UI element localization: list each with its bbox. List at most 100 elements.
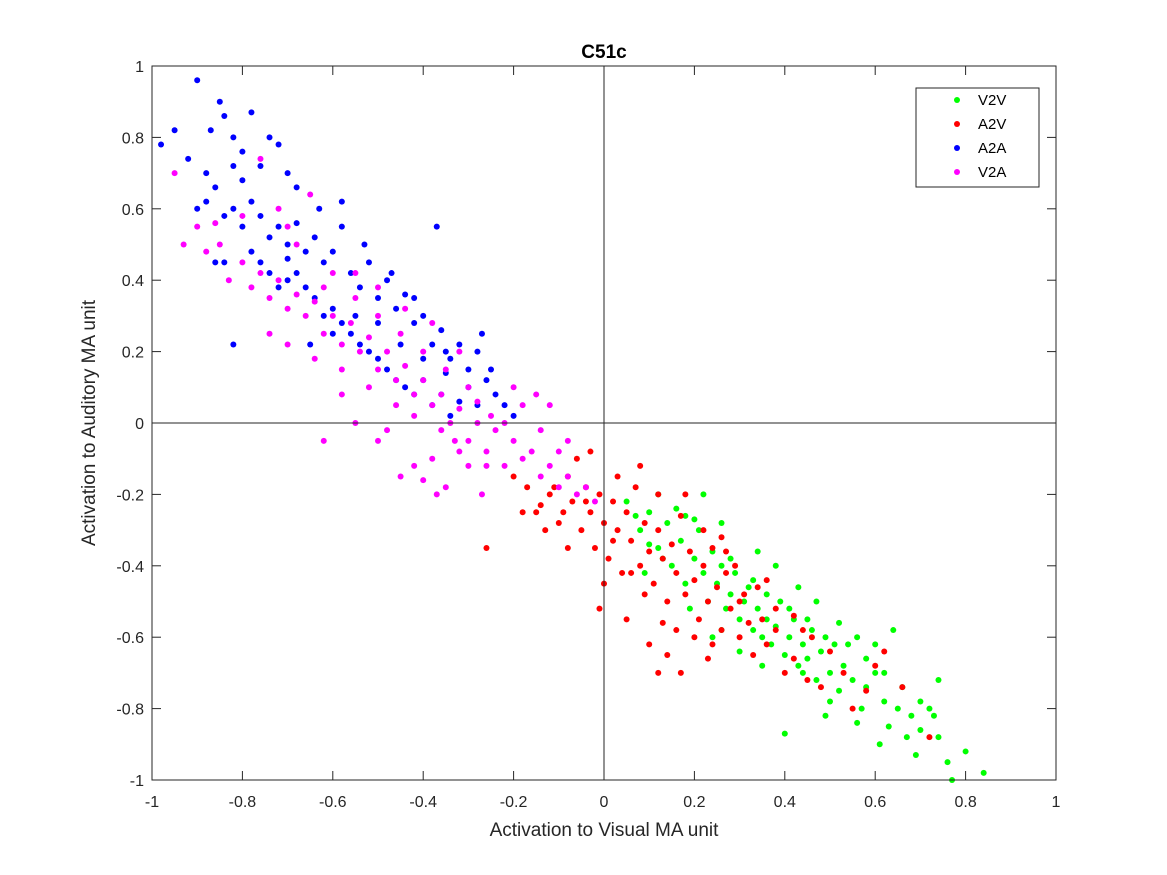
data-point: [899, 684, 906, 691]
data-point: [872, 662, 879, 669]
data-point: [275, 284, 282, 291]
data-point: [668, 541, 675, 548]
data-point: [854, 719, 861, 726]
data-point: [433, 223, 440, 230]
data-point: [587, 448, 594, 455]
data-point: [239, 212, 246, 219]
data-point: [194, 223, 201, 230]
data-point: [293, 241, 300, 248]
data-point: [384, 348, 391, 355]
data-point: [158, 141, 165, 148]
data-point: [763, 577, 770, 584]
data-point: [257, 155, 264, 162]
data-point: [375, 366, 381, 373]
data-point: [673, 627, 680, 634]
data-point: [614, 473, 621, 480]
data-point: [257, 259, 264, 266]
data-point: [447, 355, 454, 362]
data-point: [275, 223, 282, 230]
data-point: [641, 569, 648, 576]
data-point: [239, 148, 246, 155]
data-point: [628, 569, 635, 576]
legend-marker: [954, 145, 960, 151]
data-point: [474, 348, 481, 355]
data-point: [935, 677, 942, 684]
data-point: [573, 455, 580, 462]
data-point: [478, 491, 485, 498]
data-point: [456, 348, 463, 355]
data-point: [872, 641, 879, 648]
data-point: [763, 591, 770, 598]
data-point: [420, 477, 427, 484]
data-point: [230, 205, 237, 212]
series-a2v: [483, 448, 933, 741]
data-point: [352, 295, 359, 302]
legend-entry: A2A: [978, 140, 1006, 157]
data-point: [384, 366, 391, 373]
data-point: [537, 427, 544, 434]
data-point: [239, 177, 246, 184]
data-point: [393, 305, 400, 312]
data-point: [402, 384, 409, 391]
data-point: [664, 598, 671, 605]
data-point: [501, 402, 508, 409]
data-point: [411, 295, 418, 302]
data-point: [786, 605, 793, 612]
data-point: [420, 377, 427, 384]
data-point: [352, 312, 359, 319]
data-point: [759, 634, 766, 641]
data-point: [700, 569, 707, 576]
data-point: [560, 509, 567, 516]
data-point: [817, 684, 824, 691]
data-point: [908, 712, 915, 719]
data-point: [411, 320, 418, 327]
data-point: [194, 77, 201, 84]
data-point: [483, 544, 490, 551]
data-point: [700, 562, 707, 569]
data-point: [745, 619, 752, 626]
data-point: [388, 270, 395, 277]
data-point: [736, 598, 743, 605]
data-point: [347, 270, 354, 277]
chart-title: C51c: [581, 42, 627, 63]
data-point: [741, 598, 748, 605]
data-point: [605, 555, 612, 562]
data-point: [980, 769, 987, 776]
data-point: [510, 437, 517, 444]
data-point: [646, 541, 653, 548]
data-point: [420, 348, 427, 355]
legend-marker: [954, 97, 960, 103]
data-point: [375, 284, 381, 291]
data-point: [311, 355, 318, 362]
data-point: [750, 577, 757, 584]
data-point: [438, 391, 445, 398]
data-point: [849, 677, 856, 684]
data-point: [709, 641, 716, 648]
data-point: [736, 616, 743, 623]
x-axis-label: Activation to Visual MA unit: [490, 820, 720, 841]
data-point: [284, 255, 291, 262]
data-point: [799, 641, 806, 648]
data-point: [266, 295, 273, 302]
data-point: [682, 491, 689, 498]
data-point: [555, 519, 562, 526]
data-point: [632, 484, 639, 491]
data-point: [311, 234, 318, 241]
data-point: [813, 598, 820, 605]
data-point: [248, 109, 255, 116]
data-point: [813, 677, 820, 684]
data-point: [375, 320, 381, 327]
data-point: [944, 759, 951, 766]
data-point: [347, 330, 354, 337]
data-point: [732, 562, 739, 569]
data-point: [664, 519, 671, 526]
data-point: [465, 366, 472, 373]
data-point: [795, 584, 802, 591]
data-point: [691, 555, 698, 562]
data-point: [664, 652, 671, 659]
y-tick-label: -0.4: [116, 559, 144, 576]
data-point: [501, 462, 508, 469]
data-point: [248, 248, 255, 255]
data-point: [903, 734, 910, 741]
data-point: [700, 527, 707, 534]
